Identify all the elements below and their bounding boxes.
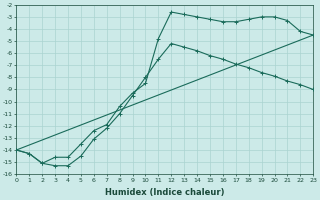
X-axis label: Humidex (Indice chaleur): Humidex (Indice chaleur) [105, 188, 225, 197]
